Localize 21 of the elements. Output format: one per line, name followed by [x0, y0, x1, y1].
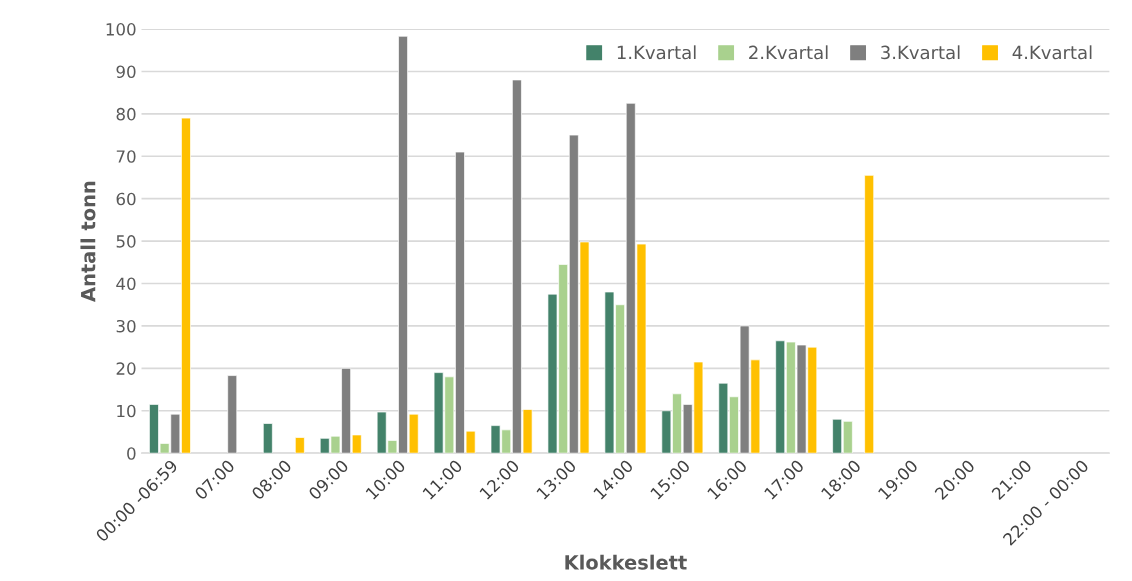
bar [864, 175, 875, 454]
y-tick-label: 10 [117, 404, 136, 418]
y-tick-label: 50 [116, 235, 136, 248]
legend-label: 3.Kvartal [881, 45, 960, 60]
y-tick-label: 0 [127, 447, 136, 460]
y-tick-label: 40 [116, 277, 136, 291]
bar [262, 423, 273, 454]
y-tick-label: 30 [116, 319, 136, 333]
legend-label: 1.Kvartal [617, 45, 696, 60]
bar [294, 437, 305, 454]
y-tick-label: 80 [116, 107, 136, 121]
legend-label: 4.Kvartal [1012, 45, 1092, 60]
bar [227, 375, 238, 454]
legend-label: 2.Kvartal [749, 45, 828, 60]
y-tick-label: 90 [116, 65, 136, 79]
y-tick-label: 70 [116, 150, 136, 163]
x-axis-title: Klokkeslett [565, 554, 687, 570]
y-tick-label: 20 [116, 362, 136, 375]
y-tick-label: 100 [106, 23, 136, 36]
y-tick-label: 60 [116, 192, 136, 206]
y-axis-title: Antall tonn [80, 181, 96, 302]
